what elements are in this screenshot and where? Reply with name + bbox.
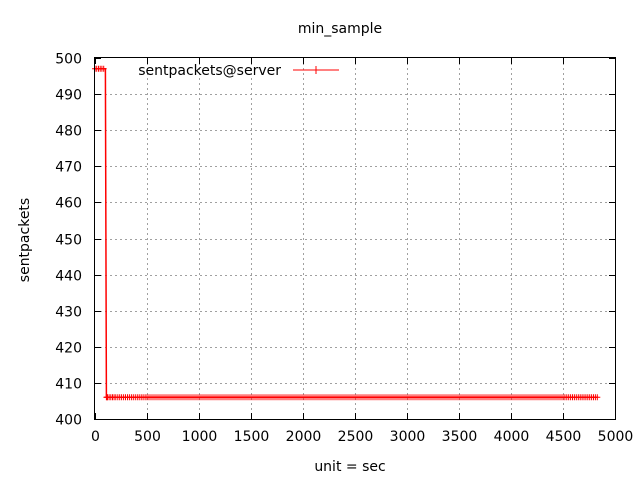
x-tick-label: 0: [91, 429, 100, 445]
x-tick-label: 3500: [442, 429, 478, 445]
x-tick-label: 4500: [546, 429, 582, 445]
y-tick-label: 480: [55, 124, 82, 140]
series-layer: [92, 65, 601, 401]
y-tick-label: 490: [55, 88, 82, 104]
x-axis-label: unit = sec: [314, 459, 385, 475]
x-tick-label: 3000: [390, 429, 426, 445]
plot-frame: [94, 57, 616, 420]
y-tick-label: 410: [55, 377, 82, 393]
y-tick-label: 440: [55, 269, 82, 285]
y-tick-label: 450: [55, 233, 82, 249]
x-tick-label: 2000: [286, 429, 322, 445]
legend-marker: [312, 66, 320, 74]
y-tick-label: 470: [55, 160, 82, 176]
y-tick-label: 500: [55, 52, 82, 68]
chart-title: min_sample: [298, 21, 382, 37]
series-point-marker: [100, 65, 107, 72]
x-tick-label: 500: [134, 429, 161, 445]
x-tick-label: 4000: [494, 429, 530, 445]
x-tick-label: 1000: [182, 429, 218, 445]
grid-lines: [95, 58, 615, 419]
y-tick-label: 430: [55, 305, 82, 321]
series-line: [95, 68, 598, 399]
legend: sentpackets@server: [138, 63, 339, 79]
series-point-marker: [594, 394, 601, 401]
y-tick-label: 420: [55, 341, 82, 357]
x-tick-label: 1500: [234, 429, 270, 445]
y-tick-label: 460: [55, 196, 82, 212]
y-tick-label: 400: [55, 413, 82, 429]
x-tick-label: 5000: [598, 429, 634, 445]
x-tick-label: 2500: [338, 429, 374, 445]
y-axis-label: sentpackets: [17, 198, 33, 282]
axis-ticks: 0 500 1000 1500 2000 2500 3000 3500 4000 4500 5000…: [55, 52, 633, 446]
legend-label: sentpackets@server: [138, 63, 281, 79]
